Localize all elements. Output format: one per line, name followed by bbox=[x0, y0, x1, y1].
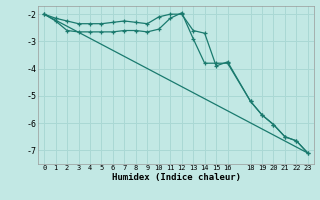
X-axis label: Humidex (Indice chaleur): Humidex (Indice chaleur) bbox=[111, 173, 241, 182]
